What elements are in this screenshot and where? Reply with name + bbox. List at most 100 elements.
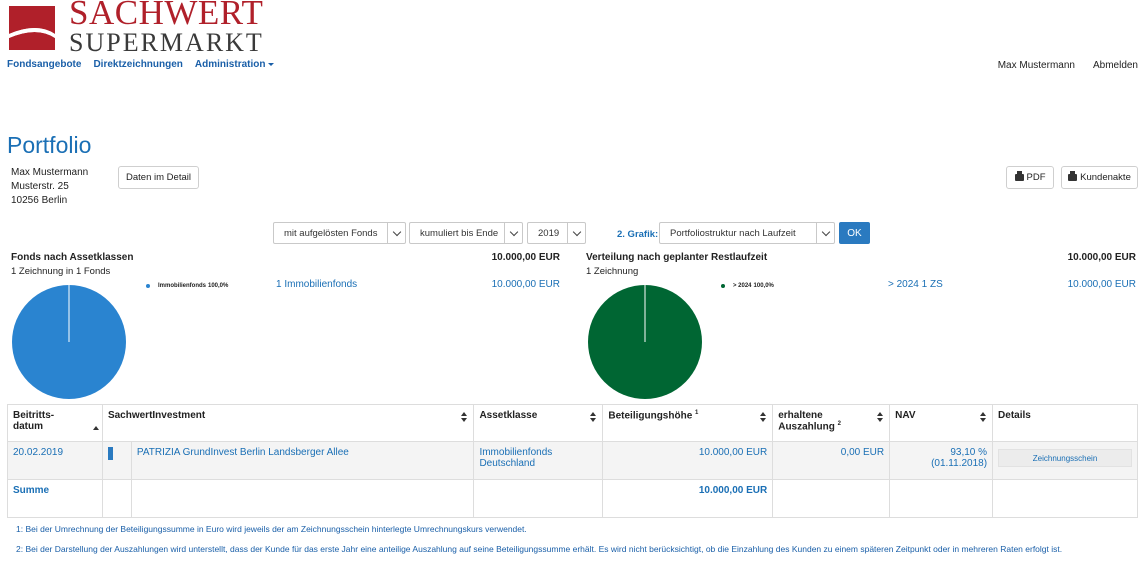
col-nav[interactable]: NAV: [889, 404, 994, 442]
col-beitrittsdatum[interactable]: Beitritts- datum: [7, 404, 103, 442]
pie-chart-restlaufzeit: [588, 285, 702, 399]
col-auszahlung-l2: Auszahlung: [778, 421, 835, 433]
sachwert-supermarkt-logo[interactable]: SACHWERT SUPERMARKT: [7, 0, 263, 56]
user-name-link[interactable]: Max Mustermann: [997, 60, 1075, 71]
kundenakte-button[interactable]: Kundenakte: [1061, 166, 1138, 189]
chart-right-link-amount: 10.000,00 EUR: [1067, 279, 1136, 290]
sum-empty-cell: [130, 479, 475, 518]
caret-down-icon: [268, 62, 275, 66]
legend-pct: 100,0%: [753, 283, 774, 289]
grafik-label: 2. Grafik:: [617, 229, 659, 240]
chevron-down-icon: [387, 223, 405, 243]
fonds-mode-select[interactable]: mit aufgelösten Fonds: [273, 222, 406, 244]
nav-administration-label: Administration: [194, 59, 266, 70]
footnote-ref-1: 1: [695, 410, 699, 416]
print-icon: [1014, 171, 1024, 181]
col-details: Details: [992, 404, 1138, 442]
sort-icon: [980, 412, 987, 422]
col-sachwertinvestment-label: SachwertInvestment: [107, 410, 206, 421]
table-sum-row: Summe 10.000,00 EUR: [7, 479, 1138, 518]
portfolio-table: Beitritts- datum SachwertInvestment Asse…: [7, 404, 1138, 518]
sum-empty-cell: [772, 479, 891, 518]
col-auszahlung-l1: erhaltene: [778, 410, 823, 421]
grafik-value: Portfoliostruktur nach Laufzeit: [670, 227, 796, 239]
legend-dot-icon: [721, 284, 725, 288]
nav-fondsangebote[interactable]: Fondsangebote: [7, 59, 82, 70]
col-details-label: Details: [998, 410, 1031, 421]
logo-text-line2: SUPERMARKT: [69, 28, 264, 57]
chart-left-link-amount: 10.000,00 EUR: [491, 279, 560, 290]
address-name: Max Mustermann: [11, 167, 89, 178]
table-header-row: Beitritts- datum SachwertInvestment Asse…: [7, 404, 1138, 442]
cell-nav: 93,10 % (01.11.2018): [889, 441, 994, 480]
print-icon: [1068, 171, 1078, 181]
address-city: 10256 Berlin: [11, 195, 68, 206]
zeichnungsschein-button[interactable]: Zeichnungsschein: [998, 449, 1132, 467]
pdf-button[interactable]: PDF: [1006, 166, 1054, 189]
cell-nav-pct: 93,10 %: [950, 447, 988, 458]
pie-chart-assetklassen: [12, 285, 126, 399]
col-beteiligungshoehe[interactable]: Beteiligungshöhe 1: [602, 404, 774, 442]
col-nav-label: NAV: [895, 410, 916, 421]
main-nav: Fondsangebote Direktzeichnungen Administ…: [7, 59, 275, 70]
kumulation-value: kumuliert bis Ende: [420, 227, 499, 239]
sum-beteiligung: 10.000,00 EUR: [602, 479, 774, 518]
chart-right-subtitle: 1 Zeichnung: [586, 266, 639, 277]
footnote-2: 2: Bei der Darstellung der Auszahlungen …: [16, 544, 1063, 554]
chevron-down-icon: [567, 223, 585, 243]
sum-label: Summe: [7, 479, 103, 518]
details-button[interactable]: Daten im Detail: [118, 166, 199, 189]
footnote-1: 1: Bei der Umrechnung der Beteiligungssu…: [16, 524, 527, 534]
address-street: Musterstr. 25: [11, 181, 69, 192]
footnote-ref-2: 2: [837, 421, 842, 427]
year-select[interactable]: 2019: [527, 222, 586, 244]
sum-empty-cell: [473, 479, 604, 518]
sort-icon: [877, 412, 884, 422]
cell-details: Zeichnungsschein: [992, 441, 1138, 480]
chart-right-legend: > 2024 100,0%: [721, 283, 774, 289]
cell-datum: 20.02.2019: [7, 441, 103, 480]
legend-dot-icon: [146, 284, 150, 288]
color-marker-icon: [107, 447, 113, 460]
chevron-down-icon: [816, 223, 834, 243]
col-beitrittsdatum-l1: Beitritts-: [13, 410, 55, 421]
chart-left-legend: Immobilienfonds 100,0%: [146, 283, 228, 289]
nav-direktzeichnungen[interactable]: Direktzeichnungen: [93, 59, 183, 70]
ok-button[interactable]: OK: [839, 222, 870, 244]
sum-empty-cell: [101, 479, 132, 518]
chart-left-title: Fonds nach Assetklassen: [11, 252, 134, 263]
logo-mark-icon: [9, 6, 55, 50]
sort-icon: [760, 412, 767, 422]
kundenakte-button-label: Kundenakte: [1080, 172, 1131, 183]
col-beitrittsdatum-l2: datum: [13, 421, 43, 432]
cell-assetklasse-l2: Deutschland: [479, 458, 536, 469]
sort-icon: [590, 412, 597, 422]
user-nav: Max Mustermann Abmelden: [998, 60, 1138, 71]
col-beteiligungshoehe-label: Beteiligungshöhe: [608, 410, 693, 422]
nav-administration[interactable]: Administration: [195, 59, 275, 70]
cell-marker: [101, 441, 132, 480]
col-auszahlung[interactable]: erhaltene Auszahlung 2: [772, 404, 891, 442]
chart-left-link[interactable]: 1 Immobilienfonds: [276, 279, 358, 290]
logo-text-line1: SACHWERT: [69, 0, 264, 32]
logout-link[interactable]: Abmelden: [1092, 60, 1138, 71]
col-sachwertinvestment[interactable]: SachwertInvestment: [101, 404, 475, 442]
chevron-down-icon: [504, 223, 522, 243]
col-assetklasse[interactable]: Assetklasse: [473, 404, 604, 442]
cell-investment[interactable]: PATRIZIA GrundInvest Berlin Landsberger …: [130, 441, 475, 480]
customer-address: Max Mustermann Musterstr. 25 10256 Berli…: [11, 166, 88, 208]
legend-label: > 2024: [733, 283, 752, 289]
cell-beteiligung: 10.000,00 EUR: [602, 441, 774, 480]
kumulation-select[interactable]: kumuliert bis Ende: [409, 222, 523, 244]
year-value: 2019: [538, 227, 560, 239]
sort-asc-icon: [93, 426, 99, 430]
chart-right-link[interactable]: > 2024 1 ZS: [888, 279, 943, 290]
sum-empty-cell: [889, 479, 994, 518]
cell-auszahlung: 0,00 EUR: [772, 441, 891, 480]
cell-assetklasse: Immobilienfonds Deutschland: [473, 441, 604, 480]
cell-nav-date: (01.11.2018): [931, 458, 988, 469]
cell-assetklasse-l1: Immobilienfonds: [479, 447, 553, 458]
chart-right-title: Verteilung nach geplanter Restlaufzeit: [586, 252, 768, 263]
chart-left-subtitle: 1 Zeichnung in 1 Fonds: [11, 266, 111, 277]
grafik-select[interactable]: Portfoliostruktur nach Laufzeit: [659, 222, 835, 244]
